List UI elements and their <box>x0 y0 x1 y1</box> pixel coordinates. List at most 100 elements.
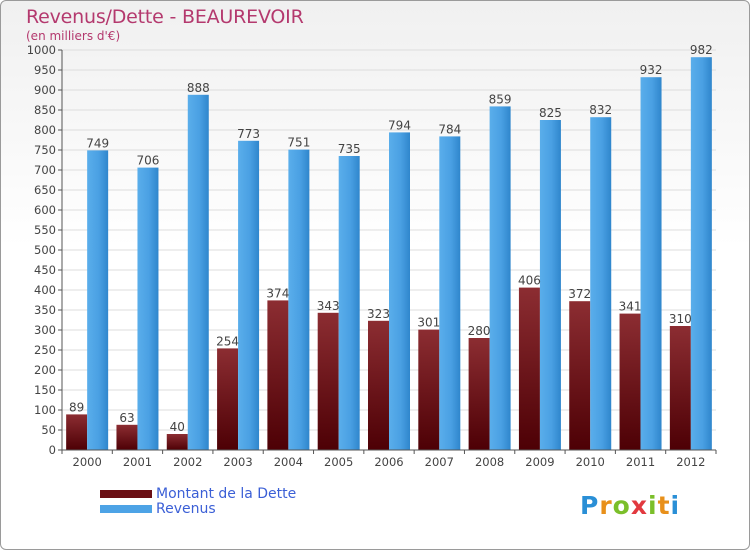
legend-item-dette: Montant de la Dette <box>100 485 297 502</box>
bar-dette <box>418 329 440 450</box>
y-tick-label: 400 <box>34 283 56 297</box>
logo-letter: P <box>580 491 600 520</box>
bar-revenus <box>87 150 109 450</box>
y-tick-label: 750 <box>34 143 56 157</box>
data-label-revenus: 706 <box>137 154 160 168</box>
bar-revenus <box>389 132 410 450</box>
x-tick-label: 2005 <box>324 455 353 469</box>
data-label-dette: 301 <box>417 316 440 330</box>
data-label-dette: 374 <box>266 286 289 300</box>
data-label-revenus: 932 <box>640 63 663 77</box>
data-label-revenus: 749 <box>86 136 109 150</box>
y-tick-label: 550 <box>34 223 56 237</box>
data-label-revenus: 888 <box>187 81 210 95</box>
x-tick-label: 2001 <box>123 455 152 469</box>
x-tick-label: 2011 <box>626 455 655 469</box>
bar-revenus <box>439 136 461 450</box>
chart-title: Revenus/Dette - BEAUREVOIR <box>26 6 304 28</box>
y-tick-label: 200 <box>34 363 56 377</box>
data-label-revenus: 832 <box>589 103 612 117</box>
bar-revenus <box>288 149 310 450</box>
x-tick-label: 2002 <box>173 455 202 469</box>
bar-revenus <box>338 156 360 450</box>
x-tick-label: 2008 <box>475 455 504 469</box>
x-tick-label: 2004 <box>274 455 303 469</box>
x-tick-label: 2010 <box>576 455 605 469</box>
y-tick-label: 900 <box>34 83 56 97</box>
bar-revenus <box>238 140 260 451</box>
data-label-dette: 310 <box>669 312 692 326</box>
data-label-revenus: 859 <box>489 92 512 106</box>
data-label-revenus: 794 <box>388 118 411 132</box>
proxiti-logo: Proxiti <box>580 491 680 520</box>
data-label-revenus: 773 <box>237 127 260 141</box>
bar-revenus <box>690 57 712 450</box>
legend-label-dette: Montant de la Dette <box>156 485 297 502</box>
x-tick-label: 2012 <box>676 455 705 469</box>
legend-swatch-revenus <box>100 504 152 513</box>
bar-dette <box>166 434 188 450</box>
x-tick-label: 2006 <box>374 455 403 469</box>
logo-letter: i <box>670 491 681 520</box>
data-label-dette: 40 <box>170 420 185 434</box>
data-label-dette: 63 <box>119 411 134 425</box>
x-tick-label: 2000 <box>73 455 102 469</box>
x-tick-label: 2007 <box>425 455 454 469</box>
logo-letter: o <box>612 491 631 520</box>
y-tick-label: 800 <box>34 123 56 137</box>
y-tick-label: 650 <box>34 183 56 197</box>
data-label-dette: 343 <box>317 299 340 313</box>
x-tick-label: 2009 <box>525 455 554 469</box>
bar-revenus <box>590 117 612 450</box>
bar-dette <box>317 312 339 450</box>
y-tick-label: 300 <box>34 323 56 337</box>
bar-revenus <box>489 106 511 451</box>
bar-dette <box>267 300 289 450</box>
bar-dette <box>468 338 490 450</box>
bar-dette <box>368 320 389 450</box>
y-tick-label: 700 <box>34 163 56 177</box>
chart-legend: Montant de la Dette Revenus <box>100 485 297 517</box>
y-tick-label: 50 <box>41 423 56 437</box>
data-label-revenus: 751 <box>287 136 310 150</box>
bar-dette <box>518 287 540 450</box>
chart-subtitle: (en milliers d'€) <box>26 29 121 43</box>
y-tick-label: 500 <box>34 243 56 257</box>
data-label-dette: 341 <box>619 300 642 314</box>
data-label-dette: 254 <box>216 334 239 348</box>
legend-swatch-dette <box>100 489 152 498</box>
bar-dette <box>66 414 88 450</box>
y-tick-label: 950 <box>34 63 56 77</box>
data-label-dette: 406 <box>518 274 541 288</box>
legend-label-revenus: Revenus <box>156 500 216 517</box>
y-tick-label: 0 <box>49 443 56 457</box>
data-label-revenus: 784 <box>438 122 461 136</box>
legend-item-revenus: Revenus <box>100 500 296 517</box>
y-tick-label: 600 <box>34 203 56 217</box>
y-tick-label: 150 <box>34 383 56 397</box>
logo-letter: r <box>599 491 613 520</box>
bar-dette <box>669 326 691 450</box>
bar-dette <box>569 301 591 450</box>
logo-letter: t <box>657 491 671 520</box>
y-tick-label: 250 <box>34 343 56 357</box>
x-tick-label: 2003 <box>223 455 252 469</box>
bar-dette <box>619 313 641 450</box>
data-label-revenus: 825 <box>539 106 562 120</box>
bar-dette <box>217 348 239 450</box>
bar-dette <box>116 424 138 450</box>
data-label-revenus: 735 <box>338 142 361 156</box>
data-label-revenus: 982 <box>690 43 713 57</box>
bar-revenus <box>187 94 209 451</box>
y-tick-label: 100 <box>34 403 56 417</box>
bar-revenus <box>137 167 159 450</box>
y-tick-label: 450 <box>34 263 56 277</box>
data-label-dette: 89 <box>69 400 84 414</box>
logo-letter: x <box>630 491 648 520</box>
data-label-dette: 372 <box>568 287 591 301</box>
y-tick-label: 850 <box>34 103 56 117</box>
y-tick-label: 350 <box>34 303 56 317</box>
bar-revenus <box>539 120 561 450</box>
